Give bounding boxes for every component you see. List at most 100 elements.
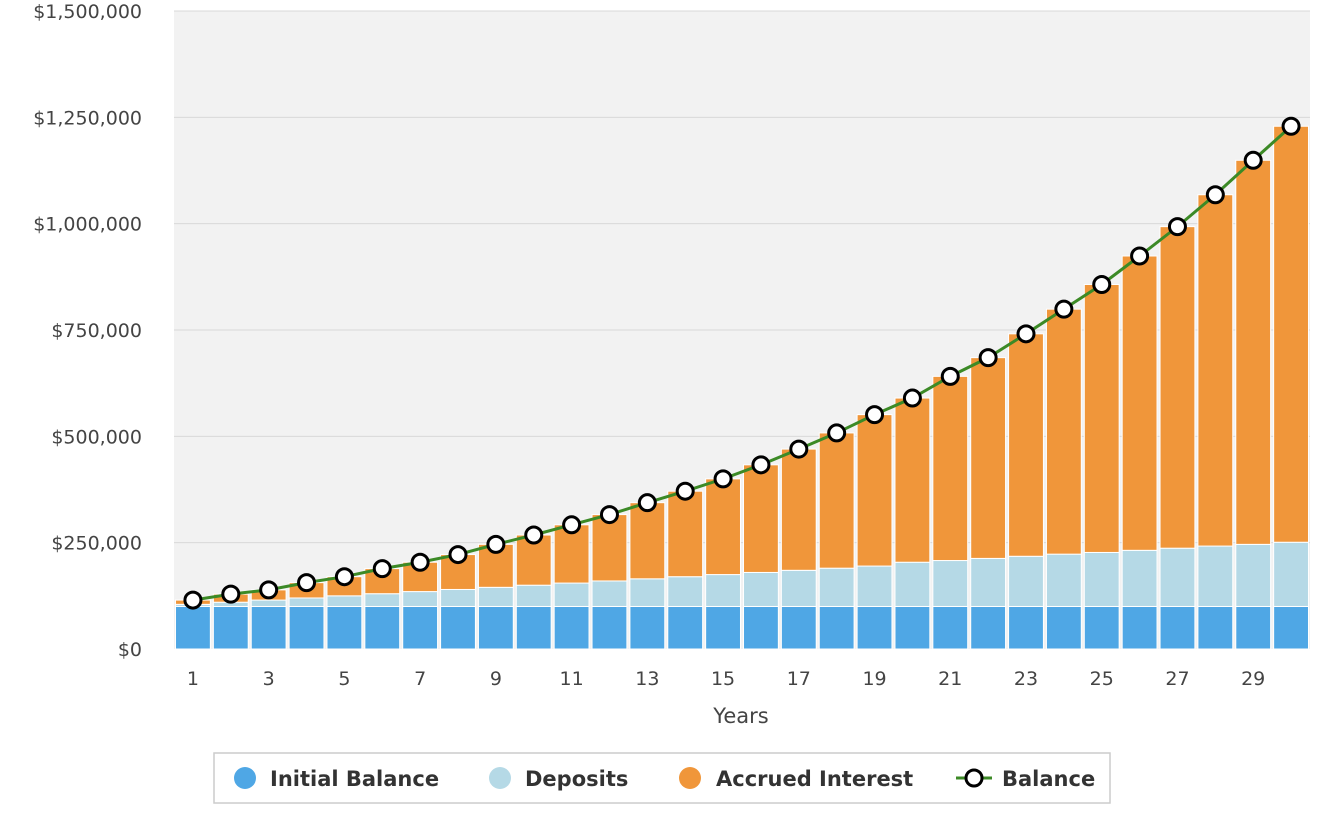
bar-accrued-interest[interactable]: [667, 490, 704, 578]
bar-initial-balance[interactable]: [553, 605, 590, 650]
bar-initial-balance[interactable]: [1008, 605, 1044, 650]
balance-point[interactable]: [562, 515, 582, 535]
balance-point[interactable]: [1243, 150, 1263, 170]
balance-point[interactable]: [902, 388, 922, 408]
bar-accrued-interest[interactable]: [591, 514, 628, 582]
bar-accrued-interest[interactable]: [1197, 194, 1234, 547]
balance-point[interactable]: [940, 366, 960, 386]
bar-initial-balance[interactable]: [288, 605, 325, 650]
bar-initial-balance[interactable]: [1159, 605, 1196, 650]
bar-deposits[interactable]: [402, 591, 439, 607]
bar-deposits[interactable]: [856, 565, 893, 607]
bar-initial-balance[interactable]: [1121, 605, 1158, 650]
balance-point[interactable]: [1205, 185, 1225, 205]
bar-accrued-interest[interactable]: [1121, 255, 1158, 551]
bar-initial-balance[interactable]: [856, 605, 893, 650]
bar-deposits[interactable]: [591, 580, 628, 607]
bar-initial-balance[interactable]: [1273, 605, 1309, 650]
bar-deposits[interactable]: [743, 571, 779, 607]
balance-point[interactable]: [1167, 217, 1187, 237]
bar-deposits[interactable]: [477, 586, 514, 607]
bar-initial-balance[interactable]: [250, 605, 287, 650]
bar-initial-balance[interactable]: [402, 605, 439, 650]
bar-initial-balance[interactable]: [629, 605, 666, 650]
bar-deposits[interactable]: [1197, 545, 1234, 607]
bar-initial-balance[interactable]: [743, 605, 779, 650]
balance-point[interactable]: [751, 455, 771, 475]
bar-deposits[interactable]: [894, 561, 931, 607]
bar-initial-balance[interactable]: [1045, 605, 1082, 650]
balance-point[interactable]: [978, 348, 998, 368]
balance-point[interactable]: [827, 423, 847, 443]
bar-initial-balance[interactable]: [667, 605, 704, 650]
bar-initial-balance[interactable]: [932, 605, 969, 650]
balance-point[interactable]: [486, 534, 506, 554]
bar-initial-balance[interactable]: [894, 605, 931, 650]
bar-accrued-interest[interactable]: [818, 432, 855, 569]
balance-point[interactable]: [259, 580, 279, 600]
bar-deposits[interactable]: [629, 578, 666, 607]
bar-initial-balance[interactable]: [1083, 605, 1120, 650]
legend-item-accrued-interest[interactable]: Accrued Interest: [679, 767, 913, 791]
balance-point[interactable]: [221, 584, 241, 604]
balance-point[interactable]: [334, 567, 354, 587]
balance-point[interactable]: [675, 481, 695, 501]
bar-accrued-interest[interactable]: [1235, 159, 1272, 545]
bar-deposits[interactable]: [288, 597, 325, 607]
balance-point[interactable]: [297, 573, 317, 593]
bar-accrued-interest[interactable]: [705, 478, 741, 576]
balance-point[interactable]: [1016, 324, 1036, 344]
bar-deposits[interactable]: [1045, 553, 1082, 607]
bar-deposits[interactable]: [932, 560, 969, 607]
bar-deposits[interactable]: [250, 599, 287, 607]
bar-deposits[interactable]: [326, 595, 363, 607]
bar-deposits[interactable]: [780, 569, 817, 607]
bar-deposits[interactable]: [1159, 547, 1196, 607]
bar-accrued-interest[interactable]: [1273, 125, 1309, 543]
bar-accrued-interest[interactable]: [743, 464, 779, 573]
bar-deposits[interactable]: [970, 557, 1007, 607]
bar-accrued-interest[interactable]: [970, 357, 1007, 559]
bar-initial-balance[interactable]: [705, 605, 741, 650]
balance-point[interactable]: [865, 405, 885, 425]
bar-accrued-interest[interactable]: [1159, 226, 1196, 549]
balance-point[interactable]: [789, 439, 809, 459]
bar-initial-balance[interactable]: [212, 605, 249, 650]
bar-accrued-interest[interactable]: [856, 414, 893, 567]
bar-deposits[interactable]: [1273, 541, 1309, 607]
bar-initial-balance[interactable]: [515, 605, 552, 650]
bar-initial-balance[interactable]: [477, 605, 514, 650]
bar-accrued-interest[interactable]: [780, 448, 817, 571]
balance-point[interactable]: [599, 505, 619, 525]
balance-point[interactable]: [713, 469, 733, 489]
bar-initial-balance[interactable]: [1235, 605, 1272, 650]
bar-deposits[interactable]: [1083, 551, 1120, 607]
balance-point[interactable]: [1092, 274, 1112, 294]
bar-deposits[interactable]: [1121, 549, 1158, 607]
bar-deposits[interactable]: [364, 593, 401, 607]
balance-point[interactable]: [372, 559, 392, 579]
bar-deposits[interactable]: [1008, 555, 1044, 607]
bar-initial-balance[interactable]: [591, 605, 628, 650]
balance-point[interactable]: [183, 590, 203, 610]
bar-accrued-interest[interactable]: [894, 397, 931, 563]
bar-deposits[interactable]: [440, 588, 476, 607]
bar-deposits[interactable]: [1235, 543, 1272, 607]
bar-deposits[interactable]: [515, 584, 552, 607]
balance-point[interactable]: [1281, 116, 1301, 136]
legend-item-initial-balance[interactable]: Initial Balance: [234, 767, 439, 791]
bar-deposits[interactable]: [818, 567, 855, 607]
bar-accrued-interest[interactable]: [932, 375, 969, 562]
bar-initial-balance[interactable]: [175, 605, 211, 650]
bar-accrued-interest[interactable]: [1083, 283, 1120, 553]
balance-point[interactable]: [524, 525, 544, 545]
balance-point[interactable]: [410, 552, 430, 572]
legend-item-deposits[interactable]: Deposits: [489, 767, 628, 791]
bar-initial-balance[interactable]: [326, 605, 363, 650]
balance-point[interactable]: [1054, 299, 1074, 319]
balance-point[interactable]: [1130, 246, 1150, 266]
bar-initial-balance[interactable]: [818, 605, 855, 650]
bar-deposits[interactable]: [705, 574, 741, 607]
bar-deposits[interactable]: [553, 582, 590, 607]
bar-accrued-interest[interactable]: [1008, 333, 1044, 557]
